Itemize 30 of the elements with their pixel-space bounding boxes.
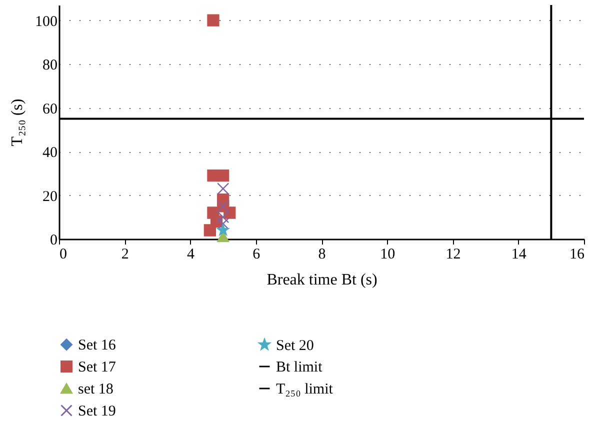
- y-tick-label: 0: [50, 232, 58, 248]
- y-tick-label: 40: [42, 145, 58, 162]
- x-tick-label: 4: [187, 246, 195, 262]
- legend-label: Set 19: [78, 404, 116, 420]
- legend-label: Set 17: [78, 360, 116, 376]
- point: [216, 218, 230, 230]
- point: [216, 211, 230, 224]
- point: [216, 182, 230, 195]
- legend-label: Set 20: [276, 338, 314, 354]
- y-axis-title: T₂₅₀ (s): [9, 98, 26, 146]
- x-tick-label: 14: [511, 246, 527, 262]
- x-tick-label: 8: [318, 246, 326, 262]
- y-tick-label: 100: [35, 14, 58, 30]
- point: [216, 170, 230, 182]
- x-axis-title: Break time Bt (s): [266, 272, 378, 288]
- y-tick-label: 20: [42, 188, 58, 205]
- y-tick-label: 60: [42, 101, 58, 118]
- x-tick-label: 2: [121, 246, 129, 262]
- x-tick-label: 12: [446, 246, 461, 262]
- x-tick-label: 6: [252, 246, 261, 262]
- point: [217, 224, 229, 236]
- legend-label: Bt limit: [276, 360, 324, 376]
- legend-label: set 18: [78, 382, 114, 398]
- point: [204, 224, 216, 236]
- x-tick-label: 10: [380, 246, 396, 262]
- legend-label: Set 16: [78, 338, 116, 354]
- y-tick-label: 80: [42, 58, 58, 74]
- x-tick-label: 16: [570, 246, 585, 262]
- point: [207, 14, 220, 26]
- legend-label: T₂₅₀ limit: [276, 382, 334, 398]
